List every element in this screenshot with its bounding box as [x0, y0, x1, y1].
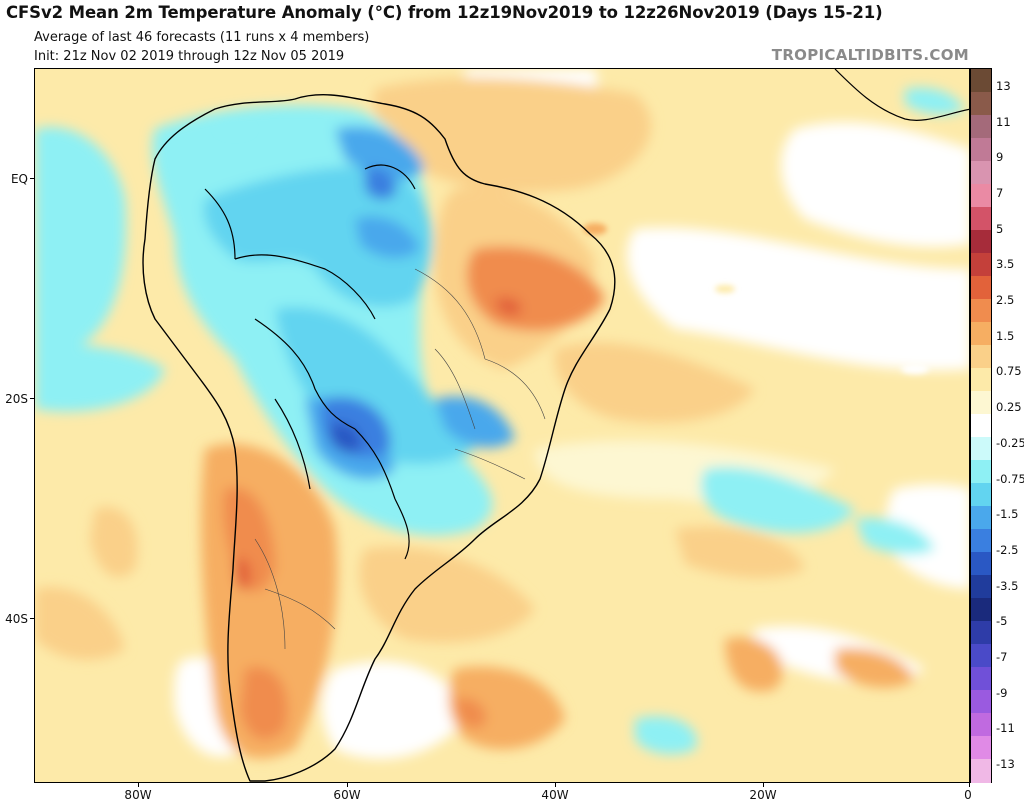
colorbar-segment	[971, 690, 991, 714]
chart-title: CFSv2 Mean 2m Temperature Anomaly (°C) f…	[6, 3, 883, 22]
colorbar-segment	[971, 529, 991, 553]
colorbar-segment	[971, 368, 991, 392]
colorbar-segment	[971, 391, 991, 415]
anomaly-detail	[217, 121, 929, 374]
brand-watermark: TROPICALTIDBITS.COM	[771, 46, 969, 64]
colorbar-label: 1.5	[996, 328, 1015, 343]
colorbar-label: -2.5	[996, 542, 1019, 557]
colorbar-segment	[971, 575, 991, 599]
colorbar-segment	[971, 506, 991, 530]
country-borders	[204, 164, 416, 560]
colorbar-label: -9	[996, 685, 1008, 700]
colorbar-segment	[971, 667, 991, 691]
colorbar-label: -13	[996, 757, 1015, 771]
colorbar-label: 13	[996, 79, 1011, 93]
colorbar-label: 7	[996, 186, 1004, 201]
lon-tick-20w	[763, 783, 764, 787]
anomaly-colorbar	[970, 68, 992, 783]
map-canvas	[35, 69, 969, 782]
lon-tick-60w	[347, 783, 348, 787]
lon-tick-80w	[138, 783, 139, 787]
colorbar-label: -3.5	[996, 578, 1019, 593]
colorbar-segment	[971, 299, 991, 323]
lon-label-80w: 80W	[124, 788, 152, 802]
colorbar-segment	[971, 138, 991, 162]
colorbar-segment	[971, 92, 991, 116]
colorbar-segment	[971, 759, 991, 783]
colorbar-label: 3.5	[996, 257, 1015, 272]
colorbar-segment	[971, 276, 991, 300]
lon-label-60w: 60W	[333, 788, 361, 802]
colorbar-label: -1.5	[996, 507, 1019, 522]
colorbar-label: 0.25	[996, 400, 1022, 415]
colorbar-label: -0.75	[996, 471, 1024, 486]
colorbar-segment	[971, 69, 991, 93]
colorbar-segment	[971, 437, 991, 461]
state-borders	[254, 268, 546, 650]
africa-coastline	[834, 69, 969, 121]
colorbar-segment	[971, 621, 991, 645]
colorbar-segment	[971, 736, 991, 760]
colorbar-label: 0.75	[996, 364, 1022, 379]
temperature-anomaly-map	[34, 68, 970, 783]
colorbar-label: 5	[996, 221, 1004, 236]
colorbar-label: 11	[996, 114, 1011, 129]
colorbar-segment	[971, 483, 991, 507]
colorbar-segment	[971, 552, 991, 576]
lat-label-eq: EQ	[10, 172, 28, 186]
colorbar-label: -0.25	[996, 435, 1024, 450]
colorbar-segment	[971, 253, 991, 277]
lon-label-40w: 40W	[541, 788, 569, 802]
colorbar-segment	[971, 598, 991, 622]
anomaly-shading	[35, 69, 969, 759]
colorbar-label: -5	[996, 614, 1008, 629]
colorbar-segment	[971, 207, 991, 231]
lat-label-20s: 20S	[5, 392, 28, 406]
colorbar-segment	[971, 161, 991, 185]
colorbar-segment	[971, 184, 991, 208]
colorbar-segment	[971, 230, 991, 254]
colorbar-segment	[971, 644, 991, 668]
subtitle-forecast-average: Average of last 46 forecasts (11 runs x …	[34, 30, 370, 45]
lat-tick-40s	[30, 618, 34, 619]
lon-label-0: 0	[964, 788, 972, 802]
colorbar-segment	[971, 345, 991, 369]
colorbar-label: 9	[996, 150, 1004, 165]
colorbar-segment	[971, 115, 991, 139]
lon-tick-0	[969, 783, 970, 787]
colorbar-label: 2.5	[996, 293, 1015, 308]
lon-label-20w: 20W	[749, 788, 777, 802]
colorbar-segment	[971, 460, 991, 484]
colorbar-segment	[971, 322, 991, 346]
colorbar-segment	[971, 713, 991, 737]
lat-tick-20s	[30, 398, 34, 399]
colorbar-segment	[971, 414, 991, 438]
colorbar-label: -7	[996, 649, 1008, 664]
coastline	[142, 94, 616, 782]
lat-tick-eq	[30, 178, 34, 179]
lon-tick-40w	[555, 783, 556, 787]
subtitle-init-range: Init: 21z Nov 02 2019 through 12z Nov 05…	[34, 49, 345, 64]
lat-label-40s: 40S	[5, 612, 28, 626]
colorbar-label: -11	[996, 721, 1015, 736]
